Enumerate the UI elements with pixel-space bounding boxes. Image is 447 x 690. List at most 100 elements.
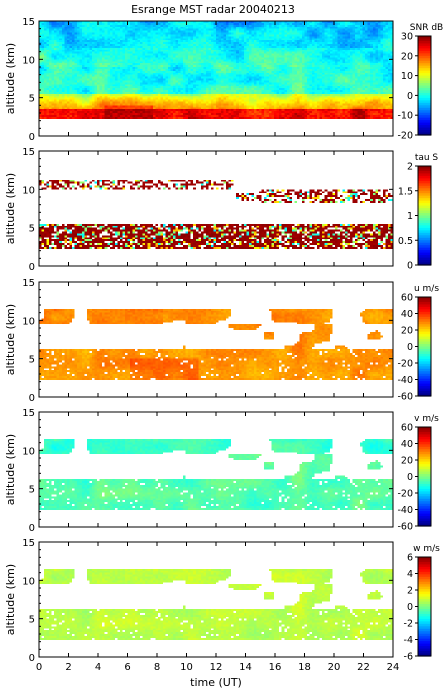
colorbar-swatch (418, 636, 431, 640)
colorbar-swatch (418, 185, 431, 189)
colorbar-swatch (418, 316, 431, 320)
colorbar-swatch (418, 75, 431, 79)
colorbar-swatch (418, 576, 431, 580)
y-tick-label: 15 (22, 17, 35, 28)
colorbar-swatch (418, 336, 431, 340)
colorbar-swatch (418, 100, 431, 104)
colorbar-tick-label: 30 (401, 32, 413, 43)
y-axis-label: altitude (km) (4, 304, 17, 375)
colorbar-swatch (418, 478, 431, 483)
colorbar-swatch (418, 222, 431, 226)
colorbar-tick-label: -6 (404, 652, 413, 663)
colorbar-swatch (418, 329, 431, 333)
colorbar-tick-label: 40 (401, 439, 413, 450)
heatmap-w (39, 542, 393, 657)
colorbar-swatch (418, 87, 431, 92)
colorbar-swatch (418, 53, 431, 57)
colorbar-swatch (418, 559, 431, 563)
colorbar-swatch (418, 188, 431, 192)
colorbar-swatch (418, 331, 431, 335)
colorbar-swatch (418, 466, 431, 470)
colorbar-swatch (418, 200, 431, 204)
colorbar-swatch (418, 641, 431, 645)
colorbar-swatch (418, 368, 431, 372)
colorbar-swatch (418, 493, 431, 497)
colorbar-swatch (418, 97, 431, 101)
colorbar-swatch (418, 40, 431, 45)
colorbar-swatch (418, 130, 431, 134)
colorbar-swatch (418, 132, 431, 136)
colorbar-swatch (418, 591, 431, 595)
colorbar-tick-label: -20 (397, 489, 413, 500)
colorbar-label: SNR dB (410, 23, 443, 33)
colorbar-swatch (418, 483, 431, 487)
colorbar-tick-label: -40 (397, 505, 413, 516)
colorbar-tick-label: 40 (401, 309, 413, 320)
colorbar-swatch (418, 566, 431, 570)
heatmap-tau (39, 151, 393, 266)
colorbar-swatch (418, 319, 431, 323)
colorbar-swatch (418, 446, 431, 450)
colorbar-swatch (418, 356, 431, 360)
colorbar-swatch (418, 95, 431, 99)
colorbar-swatch (418, 469, 431, 473)
colorbar-swatch (418, 361, 431, 365)
colorbar-swatch (418, 107, 431, 111)
colorbar-swatch (418, 227, 431, 231)
colorbar-swatch (418, 471, 431, 475)
y-tick-label: 10 (22, 316, 35, 327)
colorbar-tick-label: 60 (401, 293, 413, 304)
y-tick-label: 5 (29, 224, 35, 235)
colorbar-label: v m/s (414, 414, 439, 424)
colorbar-swatch (418, 195, 431, 199)
colorbar-swatch (418, 260, 431, 264)
colorbar-swatch (418, 606, 431, 610)
colorbar-swatch (418, 252, 431, 256)
colorbar-swatch (418, 589, 431, 593)
colorbar-swatch (418, 513, 431, 517)
colorbar-swatch (418, 431, 431, 436)
colorbar-swatch (418, 391, 431, 395)
colorbar-swatch (418, 451, 431, 455)
colorbar-swatch (418, 198, 431, 202)
colorbar-swatch (418, 170, 431, 175)
x-tick-label: 6 (124, 662, 130, 673)
colorbar-swatch (418, 255, 431, 259)
colorbar-swatch (418, 242, 431, 246)
x-axis-label: time (UT) (190, 676, 242, 689)
colorbar-swatch (418, 43, 431, 47)
colorbar-tick-label: 20 (401, 326, 413, 337)
colorbar-swatch (418, 311, 431, 315)
y-tick-label: 5 (29, 485, 35, 496)
y-tick-label: 10 (22, 446, 35, 457)
colorbar-swatch (418, 60, 431, 64)
colorbar-swatch (418, 371, 431, 375)
colorbar-swatch (418, 314, 431, 318)
y-tick-label: 0 (29, 262, 35, 273)
colorbar-swatch (418, 351, 431, 355)
x-tick-label: 8 (154, 662, 160, 673)
colorbar-swatch (418, 117, 431, 121)
colorbar-tick-label: 0 (407, 602, 413, 613)
colorbar-swatch (418, 73, 431, 77)
colorbar-swatch (418, 461, 431, 465)
colorbar-swatch (418, 299, 431, 303)
colorbar-swatch (418, 366, 431, 370)
colorbar-swatch (418, 383, 431, 387)
colorbar-swatch (418, 363, 431, 367)
colorbar-swatch (418, 334, 431, 338)
colorbar-swatch (418, 175, 431, 179)
colorbar-swatch (418, 262, 431, 266)
x-tick-label: 16 (269, 662, 282, 673)
colorbar-swatch (418, 127, 431, 131)
colorbar: u m/s60 40 20 0 -20 -40 -60 (397, 284, 439, 403)
colorbar-tick-label: -2 (404, 619, 413, 630)
colorbar-tick-label: 0.5 (398, 236, 413, 247)
colorbar-swatch (418, 193, 431, 197)
colorbar-tick-label: 0 (407, 261, 413, 272)
colorbar-tick-label: 20 (401, 51, 413, 62)
colorbar-swatch (418, 348, 431, 353)
